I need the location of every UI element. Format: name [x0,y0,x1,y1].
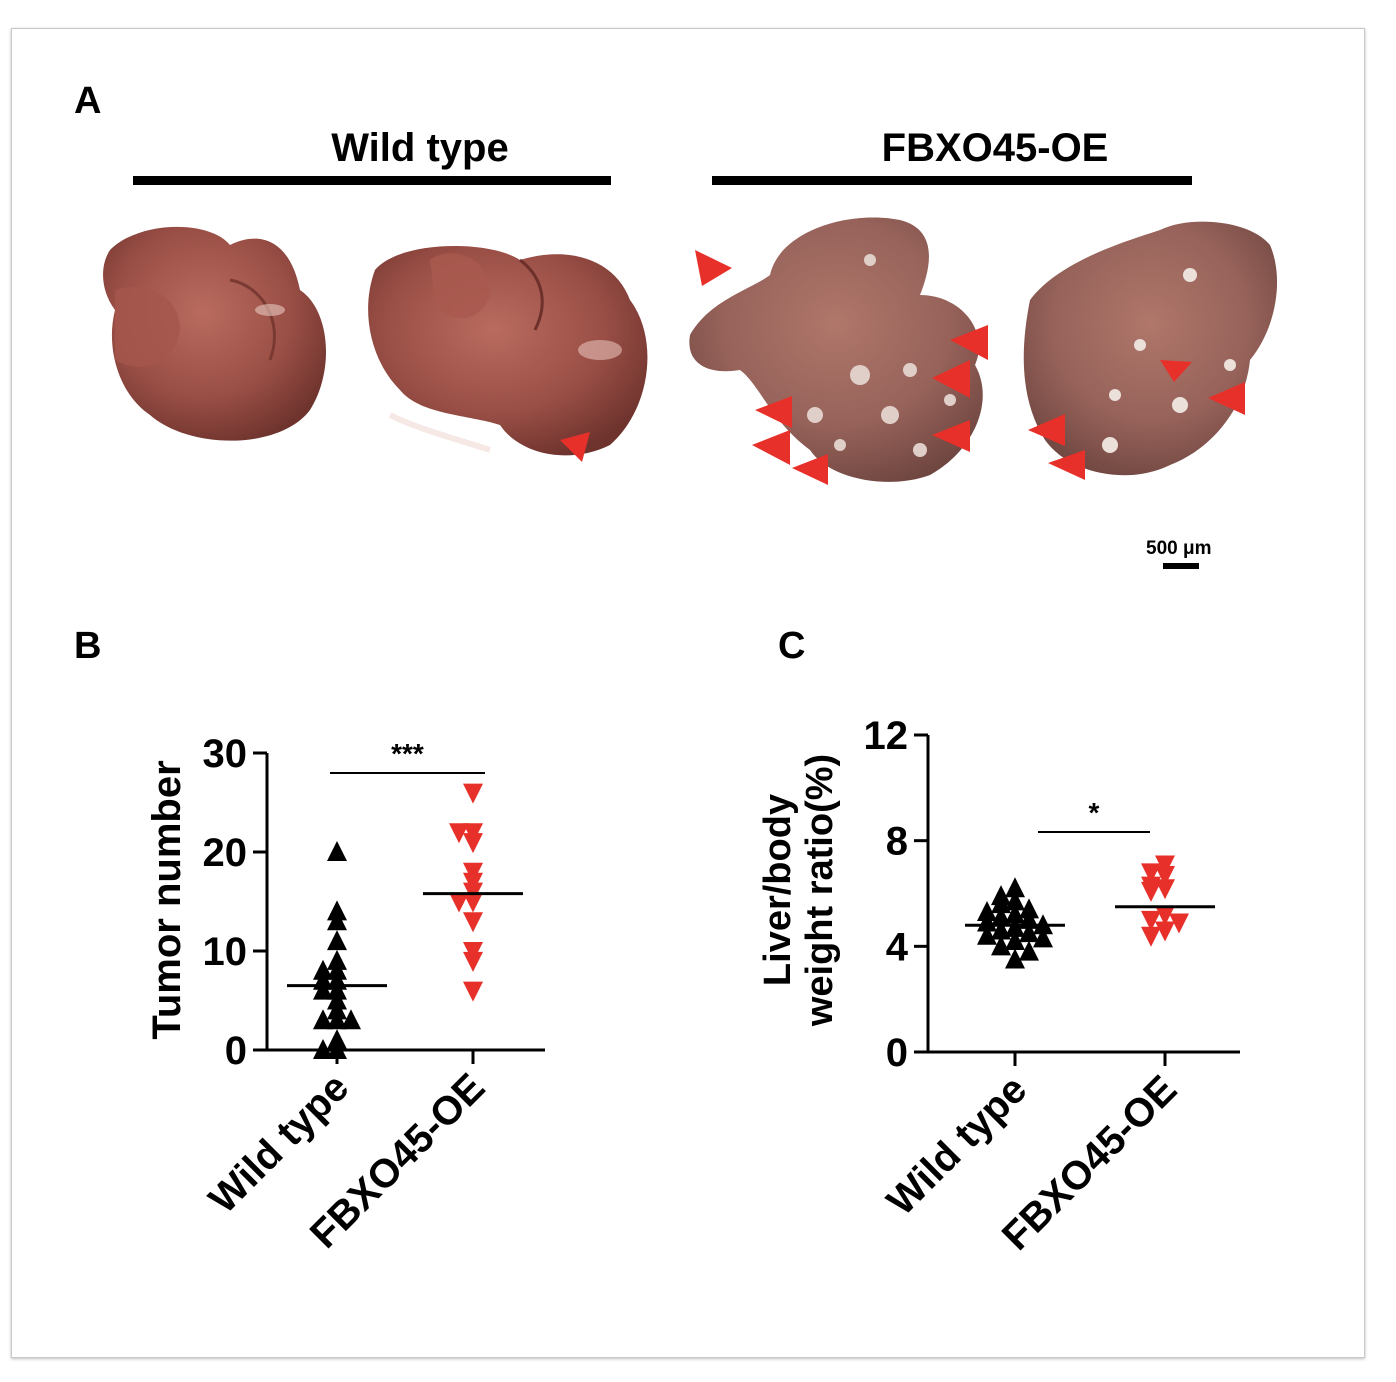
data-point [1169,913,1189,934]
data-points [287,783,523,1059]
y-tick-label: 30 [203,732,248,776]
group-bar-wild-type [133,176,611,185]
tumor-arrow-12 [1048,450,1085,480]
data-point [463,912,483,933]
tumor-arrow-7 [752,430,790,465]
data-point [1155,855,1175,876]
y-tick-label: 4 [886,925,909,969]
data-point [313,1009,333,1030]
data-point [313,979,333,1000]
data-point [991,935,1011,956]
data-point [327,930,347,951]
y-tick-label: 12 [864,714,909,758]
data-point [1155,905,1175,926]
data-point [1155,866,1175,887]
data-point [327,910,347,931]
group-label-wild-type: Wild type [331,126,509,170]
data-point [1141,863,1161,884]
group-bar-fbxo45-oe [712,176,1192,185]
significance: *** [330,738,485,774]
data-point [991,906,1011,927]
data-point [991,919,1011,940]
data-point [1005,903,1025,924]
axes [265,753,545,1052]
data-point [449,823,469,844]
y-tick-label: 0 [225,1029,247,1073]
y-tick-label: 8 [886,820,908,864]
significance: * [1038,797,1150,833]
panel-letter-b: B [74,625,102,667]
x-tick-label: Wild type [879,1067,1036,1224]
data-point [449,892,469,913]
y-axis-label-line-2: weight ratio(%) [799,754,841,1027]
tumor-arrows [560,250,1245,485]
data-point [977,924,997,945]
tumor-arrow-8 [792,454,828,485]
data-point [1005,916,1025,937]
data-point [463,981,483,1002]
tumor-arrow-9 [1160,360,1192,382]
data-point [1155,879,1175,900]
panel-letter-c: C [778,625,806,667]
group-label-fbxo45-oe: FBXO45-OE [881,126,1109,170]
data-point [463,892,483,913]
y-ticks: 0 4 8 12 [864,714,928,1075]
data-point [1033,927,1053,948]
liver-fbxo45-oe-2 [1023,221,1278,476]
liver-wild-type-1 [103,226,327,441]
data-point [1019,922,1039,943]
data-point [327,841,347,861]
liver-photographs [103,217,1278,485]
data-point [1141,910,1161,931]
y-axis-label: Tumor number [145,760,189,1039]
tumor-arrow-11 [1028,414,1065,446]
tumor-arrow-2 [695,250,732,286]
data-point [463,833,483,854]
tumor-arrow-3 [950,325,988,360]
data-point [1005,890,1025,911]
data-point [1155,921,1175,942]
data-points [965,855,1215,969]
y-tick-label: 0 [886,1031,908,1075]
tumor-arrow-1 [560,432,590,462]
axes [926,735,1240,1054]
data-point [327,1039,347,1059]
data-point [313,1039,333,1059]
significance-label: * [1089,797,1100,828]
data-point [1019,898,1039,919]
tumor-arrow-5 [755,396,792,428]
chart-liver-body-weight-ratio: Liver/body weight ratio(%) 0 4 8 12 Wild ty… [757,714,1240,1259]
tumor-arrow-4 [932,360,970,398]
data-point [1005,877,1025,898]
y-ticks: 0 10 20 30 [203,732,267,1073]
data-point [341,1009,361,1030]
tumor-arrow-6 [932,420,970,452]
data-point [463,951,483,972]
data-point [991,893,1011,914]
liver-wild-type-2 [368,246,648,456]
tumor-arrow-10 [1208,382,1245,415]
data-point [1019,940,1039,961]
data-point [463,783,483,804]
y-axis-label-line-1: Liver/body [757,794,799,986]
data-point [977,900,997,921]
panel-letter-a: A [74,80,102,122]
y-tick-label: 10 [203,930,248,974]
significance-label: *** [391,738,424,769]
scale-bar-label: 500 μm [1146,538,1212,559]
y-tick-label: 20 [203,831,248,875]
liver-fbxo45-oe-1 [689,217,983,482]
data-point [1005,930,1025,951]
data-point [1141,926,1161,947]
data-point [327,1009,347,1030]
scale-bar [1163,563,1199,569]
data-point [1005,948,1025,969]
data-point [1141,881,1161,902]
